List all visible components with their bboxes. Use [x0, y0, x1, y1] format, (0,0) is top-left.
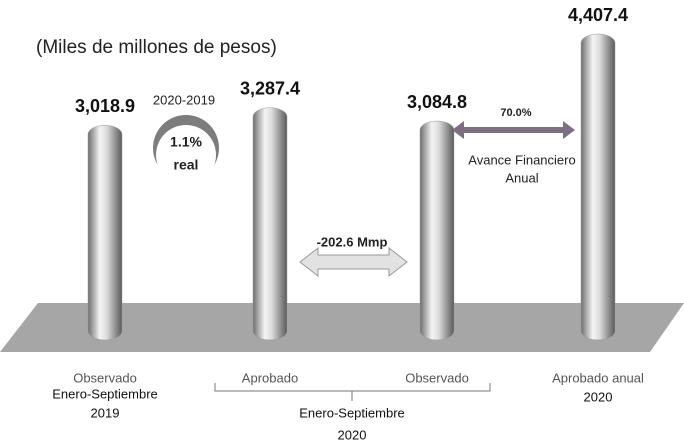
category-label: Aprobado [242, 370, 298, 385]
bar [87, 125, 123, 341]
value-label: 3,287.4 [240, 78, 300, 98]
floor [0, 303, 684, 352]
bar [580, 33, 616, 341]
bar [252, 107, 288, 341]
group-label: 2019 [91, 405, 120, 420]
group-label: 2020 [584, 389, 613, 404]
group-bracket [214, 383, 491, 401]
progress-value: 70.0% [500, 107, 531, 119]
progress-arrow [452, 121, 575, 139]
difference-label: -202.6 Mmp [317, 234, 388, 249]
bar [419, 120, 455, 341]
value-label: 3,018.9 [75, 96, 135, 116]
group-label: Enero-Septiembre [299, 405, 405, 420]
category-label: Observado [73, 370, 137, 385]
category-label: Aprobado anual [552, 370, 644, 385]
value-label: 4,407.4 [568, 5, 628, 25]
change-value: 1.1% [170, 134, 202, 150]
difference-arrow [299, 246, 408, 278]
progress-label: Anual [505, 170, 538, 185]
change-unit: real [174, 157, 199, 173]
category-label: Observado [405, 370, 469, 385]
group-label: Enero-Septiembre [52, 386, 158, 401]
progress-label: Avance Financiero [468, 152, 575, 167]
change-disc [156, 125, 216, 185]
change-label: 2020-2019 [153, 92, 215, 107]
value-label: 3,084.8 [407, 92, 467, 112]
group-label: 2020 [338, 427, 367, 442]
subtitle: (Miles de millones de pesos) [36, 37, 277, 58]
